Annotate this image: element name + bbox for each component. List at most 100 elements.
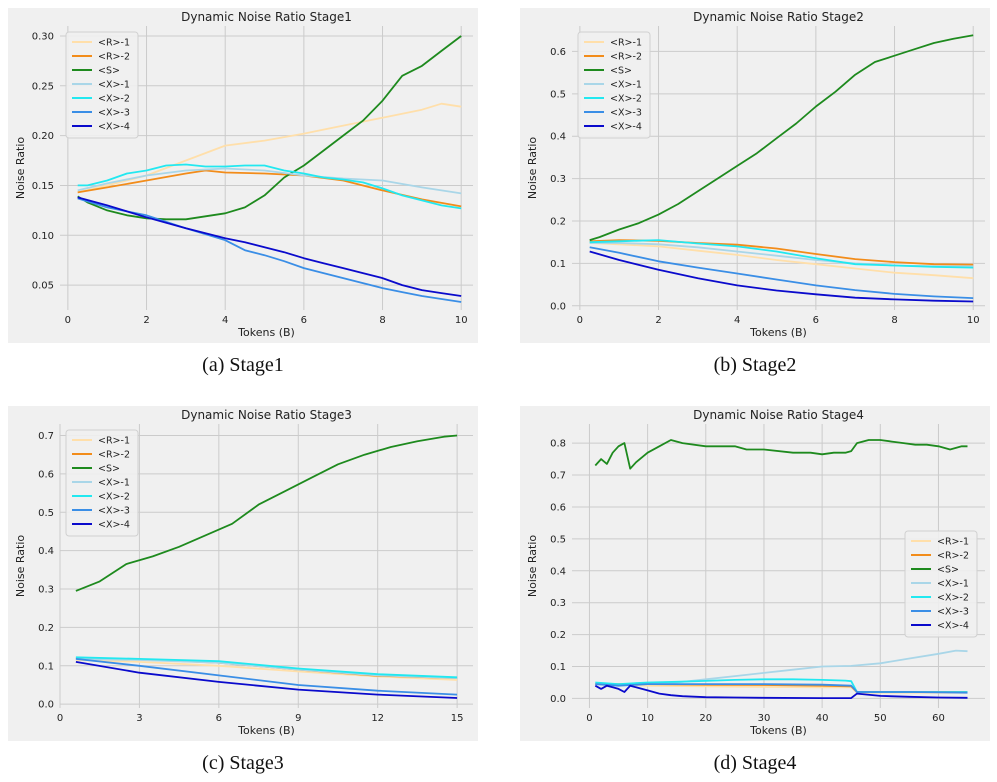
chart-panel-stage1: 0 2 4 6 8 10 0.05 0.10 0.15 0.20 0.25 0.30 Dynamic N…	[8, 8, 478, 347]
series-line-x-3	[75, 658, 458, 696]
legend-label: <S>	[98, 464, 120, 475]
x-tick-label: 0	[57, 713, 63, 724]
series-line-x-4	[75, 661, 458, 699]
series-line-x-4	[77, 196, 462, 297]
series-line-x-3	[595, 683, 968, 694]
legend-label: <X>-3	[98, 108, 130, 119]
legend-label: <R>-1	[98, 436, 130, 447]
legend-label: <S>	[98, 66, 120, 77]
x-tick-label: 20	[699, 713, 712, 724]
y-tick-label: 0.0	[550, 301, 566, 312]
legend-label: <X>-1	[98, 478, 130, 489]
legend-label: <X>-1	[610, 80, 642, 91]
chart-stage3: 0 3 6 9 12 15 0.0 0.1 0.2 0.3 0.4 0.5 0.6 0.7 Dynamic …	[8, 406, 478, 741]
x-tick-label: 12	[371, 713, 384, 724]
x-tick-label: 8	[891, 315, 897, 326]
series-line-x-4	[589, 250, 974, 303]
y-tick-label: 0.0	[550, 694, 566, 705]
y-tick-label: 0.6	[550, 47, 566, 58]
y-axis-label: Noise Ratio	[14, 535, 27, 598]
series-line-r-2	[77, 169, 462, 208]
legend-label: <X>-3	[937, 607, 969, 618]
chart-title: Dynamic Noise Ratio Stage1	[181, 10, 352, 24]
y-tick-label: 0.2	[38, 623, 54, 634]
x-tick-label: 8	[379, 315, 385, 326]
x-tick-label: 6	[301, 315, 307, 326]
series-line-x-2	[589, 239, 974, 269]
legend-label: <X>-4	[98, 122, 130, 133]
y-tick-label: 0.1	[550, 259, 566, 270]
y-tick-label: 0.2	[550, 630, 566, 641]
chart-stage4: 0 10 20 30 40 50 60 0.0 0.1 0.2 0.3 0.4 0.5 0.6 0.7 0.8…	[520, 406, 990, 741]
y-tick-label: 0.4	[550, 566, 566, 577]
series-line-s	[594, 439, 968, 470]
chart-panel-stage4: 0 10 20 30 40 50 60 0.0 0.1 0.2 0.3 0.4 0.5 0.6 0.7 0.8…	[520, 406, 990, 745]
x-tick-label: 10	[641, 713, 654, 724]
legend-label: <S>	[610, 66, 632, 77]
y-tick-label: 0.10	[32, 231, 54, 242]
x-axis-label: Tokens (B)	[237, 326, 295, 339]
legend-label: <X>-3	[98, 506, 130, 517]
series-line-s	[77, 35, 462, 221]
y-tick-label: 0.6	[550, 502, 566, 513]
x-tick-label: 0	[65, 315, 71, 326]
x-tick-label: 6	[216, 713, 222, 724]
series-line-x-1	[77, 167, 462, 195]
chart-stage2: 0 2 4 6 8 10 0.0 0.1 0.2 0.3 0.4 0.5 0.6 Dynamic Nois…	[520, 8, 990, 343]
y-tick-label: 0.4	[550, 132, 566, 143]
chart-panel-stage3: 0 3 6 9 12 15 0.0 0.1 0.2 0.3 0.4 0.5 0.6 0.7 Dynamic …	[8, 406, 478, 745]
caption-stage1: (a) Stage1	[202, 354, 284, 376]
caption-stage3: (c) Stage3	[202, 752, 284, 774]
y-tick-label: 0.25	[32, 81, 54, 92]
y-tick-label: 0.5	[550, 534, 566, 545]
chart-stage1: 0 2 4 6 8 10 0.05 0.10 0.15 0.20 0.25 0.30 Dynamic N…	[8, 8, 478, 343]
y-tick-label: 0.5	[550, 89, 566, 100]
x-tick-label: 40	[816, 713, 829, 724]
legend-label: <R>-2	[98, 450, 130, 461]
x-tick-label: 4	[734, 315, 740, 326]
legend-label: <X>-3	[610, 108, 642, 119]
x-tick-label: 2	[143, 315, 149, 326]
series-line-x-3	[589, 246, 974, 299]
legend-label: <R>-2	[937, 551, 969, 562]
legend-label: <X>-1	[937, 579, 969, 590]
x-tick-label: 9	[295, 713, 301, 724]
x-tick-label: 10	[455, 315, 468, 326]
x-tick-label: 60	[932, 713, 945, 724]
legend-label: <S>	[937, 565, 959, 576]
y-tick-label: 0.1	[550, 662, 566, 673]
x-axis-label: Tokens (B)	[749, 724, 807, 737]
series-line-x-2	[75, 656, 458, 679]
x-tick-label: 0	[586, 713, 592, 724]
x-tick-label: 6	[813, 315, 819, 326]
legend-label: <R>-1	[937, 537, 969, 548]
x-tick-label: 10	[967, 315, 980, 326]
y-axis-label: Noise Ratio	[526, 137, 539, 200]
x-tick-label: 50	[874, 713, 887, 724]
y-tick-label: 0.1	[38, 661, 54, 672]
series-line-s	[75, 434, 458, 592]
series-line-r-1	[589, 242, 974, 280]
legend-label: <X>-4	[937, 621, 969, 632]
caption-stage2: (b) Stage2	[713, 354, 797, 376]
chart-title: Dynamic Noise Ratio Stage3	[181, 408, 352, 422]
legend-label: <X>-2	[937, 593, 969, 604]
legend-label: <R>-2	[610, 52, 642, 63]
x-tick-label: 0	[577, 315, 583, 326]
series-line-x-1	[75, 658, 458, 679]
y-tick-label: 0.3	[550, 598, 566, 609]
y-tick-label: 0.7	[38, 431, 54, 442]
legend-label: <X>-2	[610, 94, 642, 105]
x-axis-label: Tokens (B)	[749, 326, 807, 339]
y-tick-label: 0.15	[32, 181, 54, 192]
x-tick-label: 30	[758, 713, 771, 724]
chart-title: Dynamic Noise Ratio Stage2	[693, 10, 864, 24]
legend-label: <X>-1	[98, 80, 130, 91]
legend-label: <R>-1	[98, 38, 130, 49]
y-axis-label: Noise Ratio	[526, 535, 539, 598]
y-tick-label: 0.05	[32, 281, 54, 292]
series-line-s	[589, 34, 974, 241]
chart-title: Dynamic Noise Ratio Stage4	[693, 408, 864, 422]
y-tick-label: 0.2	[550, 216, 566, 227]
x-tick-label: 3	[136, 713, 142, 724]
